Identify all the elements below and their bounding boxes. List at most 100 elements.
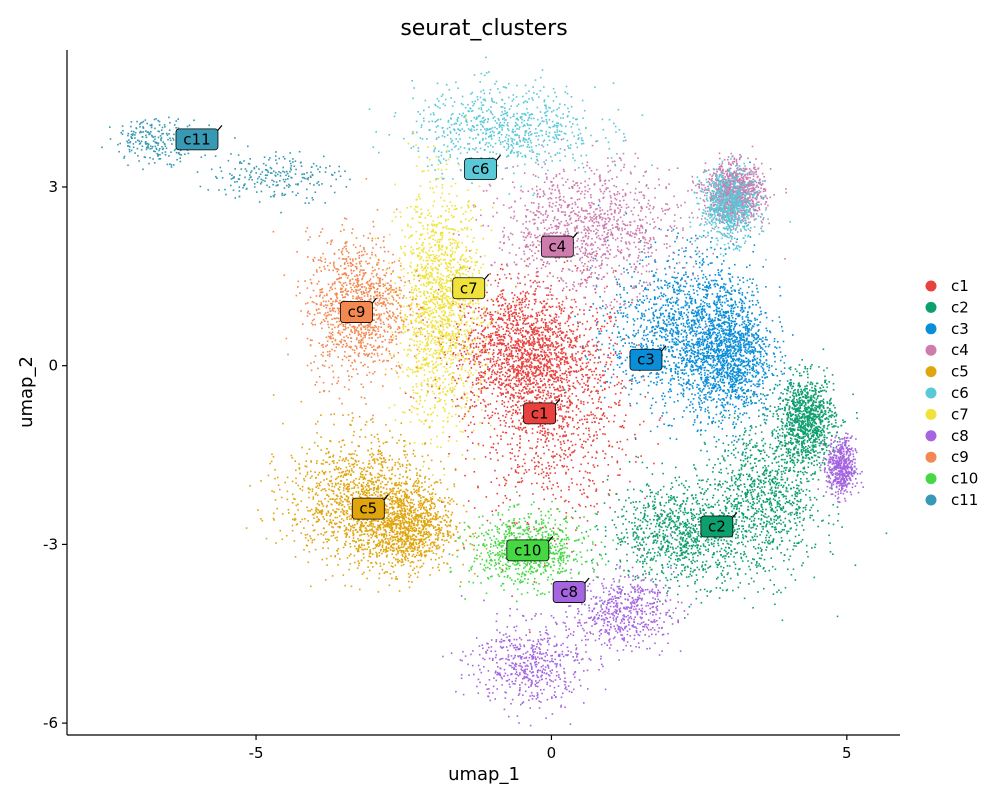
data-point [803, 389, 805, 391]
data-point [603, 412, 605, 414]
data-point [495, 379, 497, 381]
data-point [768, 539, 770, 542]
data-point [479, 361, 482, 364]
data-point [528, 364, 531, 367]
data-point [764, 465, 766, 467]
data-point [759, 453, 762, 455]
data-point [700, 433, 702, 436]
data-point [520, 382, 523, 384]
data-point [740, 495, 742, 497]
data-point [814, 407, 816, 409]
data-point [752, 526, 754, 529]
data-point [691, 545, 694, 548]
data-point [561, 465, 563, 467]
data-point [586, 495, 588, 498]
data-point [682, 564, 685, 566]
data-point [545, 365, 548, 368]
data-point [562, 420, 564, 423]
data-point [536, 397, 539, 399]
data-point [825, 449, 828, 452]
data-point [542, 427, 544, 430]
data-point [477, 355, 480, 358]
data-point [684, 503, 687, 505]
data-point [738, 488, 740, 491]
data-point [728, 547, 731, 549]
data-point [617, 542, 619, 545]
data-point [751, 507, 753, 509]
data-point [658, 553, 661, 555]
data-point [542, 367, 545, 370]
data-point [570, 339, 572, 342]
data-point [660, 570, 663, 572]
data-point [578, 358, 581, 360]
data-point [561, 358, 564, 361]
data-point [547, 294, 550, 296]
data-point [519, 316, 521, 318]
data-point [531, 350, 533, 352]
data-point [694, 545, 696, 547]
data-point [554, 348, 557, 351]
data-point [671, 552, 673, 555]
data-point [574, 301, 577, 303]
data-point [564, 415, 566, 418]
data-point [559, 324, 561, 327]
data-point [563, 351, 565, 354]
data-point [667, 590, 669, 592]
data-point [468, 305, 471, 308]
data-point [648, 505, 650, 507]
data-point [798, 534, 800, 536]
data-point [786, 501, 788, 503]
data-point [528, 469, 530, 471]
data-point [712, 513, 715, 516]
data-point [807, 555, 809, 558]
data-point [733, 475, 736, 477]
data-point [747, 540, 749, 543]
data-point [510, 310, 512, 312]
data-point [726, 573, 729, 576]
data-point [720, 572, 723, 575]
data-point [517, 340, 519, 343]
data-point [730, 476, 733, 478]
data-point [774, 470, 777, 472]
data-point [779, 504, 781, 506]
data-point [691, 513, 693, 515]
data-point [656, 515, 658, 517]
data-point [655, 560, 657, 562]
data-point [769, 500, 772, 503]
data-point [567, 384, 570, 387]
data-point [542, 264, 544, 266]
data-point [515, 372, 518, 375]
data-point [758, 479, 760, 481]
data-point [805, 457, 807, 459]
data-point [762, 444, 765, 447]
data-point [531, 328, 534, 331]
data-point [774, 383, 777, 386]
data-point [654, 498, 656, 500]
data-point [522, 415, 524, 417]
data-point [700, 602, 703, 604]
data-point [591, 374, 594, 376]
data-point [571, 410, 574, 412]
data-point [510, 277, 512, 280]
data-point [591, 370, 593, 373]
data-point [608, 316, 610, 318]
data-point [592, 354, 594, 357]
data-point [571, 310, 574, 313]
data-point [511, 414, 513, 417]
data-point [703, 554, 705, 556]
data-point [494, 332, 497, 334]
data-point [783, 529, 785, 531]
data-point [505, 383, 508, 386]
data-point [673, 531, 675, 533]
data-point [454, 354, 457, 356]
data-point [511, 595, 513, 597]
data-point [673, 498, 676, 500]
data-point [690, 560, 692, 563]
data-point [537, 340, 540, 342]
data-point [640, 528, 642, 530]
data-point [685, 544, 688, 547]
data-point [684, 539, 687, 542]
data-point [565, 391, 567, 394]
data-point [517, 472, 520, 474]
data-point [568, 446, 571, 449]
